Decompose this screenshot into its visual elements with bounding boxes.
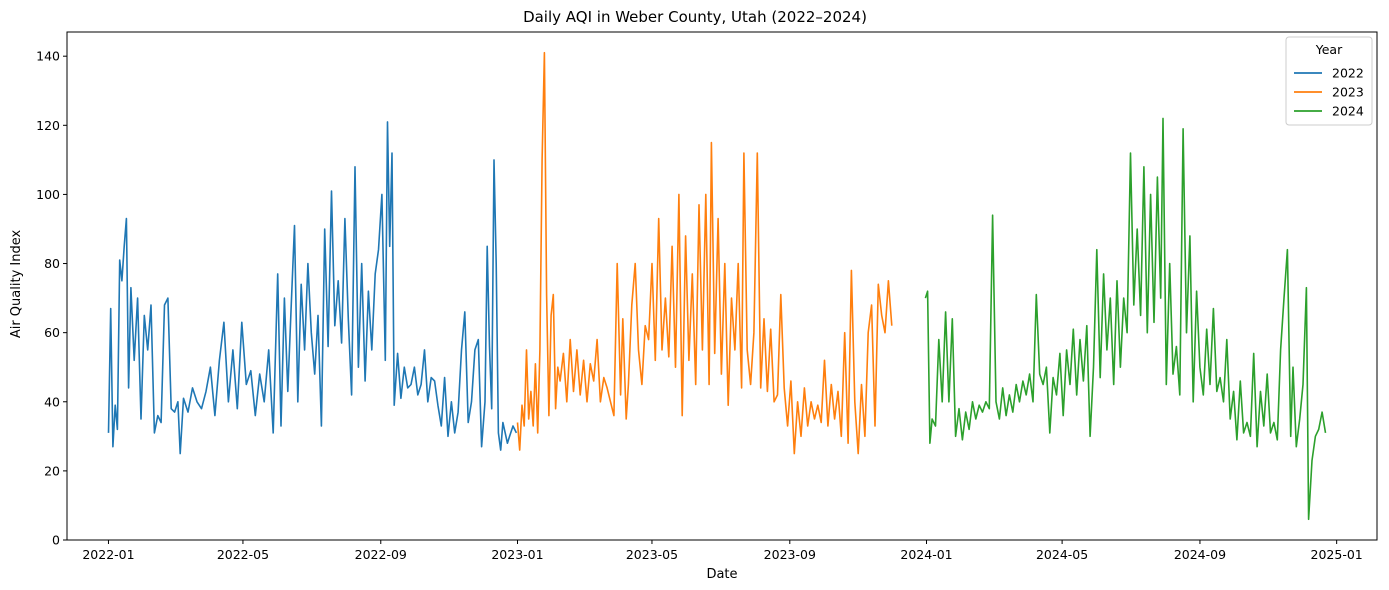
- x-tick-label: 2024-05: [1036, 547, 1088, 562]
- y-tick-label: 100: [36, 187, 60, 202]
- y-tick-label: 0: [52, 533, 60, 548]
- x-tick-label: 2023-05: [626, 547, 678, 562]
- legend-label-2023: 2023: [1332, 85, 1364, 100]
- y-tick-label: 140: [36, 49, 60, 64]
- y-tick-label: 20: [44, 463, 60, 478]
- x-tick-label: 2022-01: [82, 547, 134, 562]
- x-tick-label: 2024-01: [900, 547, 952, 562]
- y-tick-label: 60: [44, 325, 60, 340]
- y-axis-label: Air Quality Index: [9, 230, 24, 339]
- x-tick-label: 2024-09: [1174, 547, 1226, 562]
- x-tick-label: 2022-09: [355, 547, 407, 562]
- legend-label-2024: 2024: [1332, 104, 1364, 119]
- y-tick-label: 40: [44, 394, 60, 409]
- x-axis: 2022-01 2022-05 2022-09 2023-01 2023-05 2023-…: [82, 540, 1363, 562]
- legend-title: Year: [1315, 42, 1343, 57]
- legend-label-2022: 2022: [1332, 66, 1364, 81]
- series-line-2024: [924, 117, 1327, 521]
- y-axis: 0 20 40 60 80 100 120 140: [36, 49, 67, 548]
- x-tick-label: 2025-01: [1311, 547, 1363, 562]
- legend-box: [1285, 36, 1373, 126]
- plot-frame: [66, 31, 1378, 541]
- legend: Year 2022 2023 2024: [1285, 36, 1373, 126]
- y-tick-label: 80: [44, 256, 60, 271]
- y-tick-label: 120: [36, 118, 60, 133]
- series-line-2022: [107, 121, 518, 455]
- x-tick-label: 2023-01: [491, 547, 543, 562]
- series-line-2023: [516, 51, 893, 455]
- plot-area: [107, 51, 1327, 521]
- chart-title: Daily AQI in Weber County, Utah (2022–20…: [523, 8, 867, 26]
- x-tick-label: 2023-09: [764, 547, 816, 562]
- x-axis-label: Date: [706, 567, 737, 582]
- x-tick-label: 2022-05: [217, 547, 269, 562]
